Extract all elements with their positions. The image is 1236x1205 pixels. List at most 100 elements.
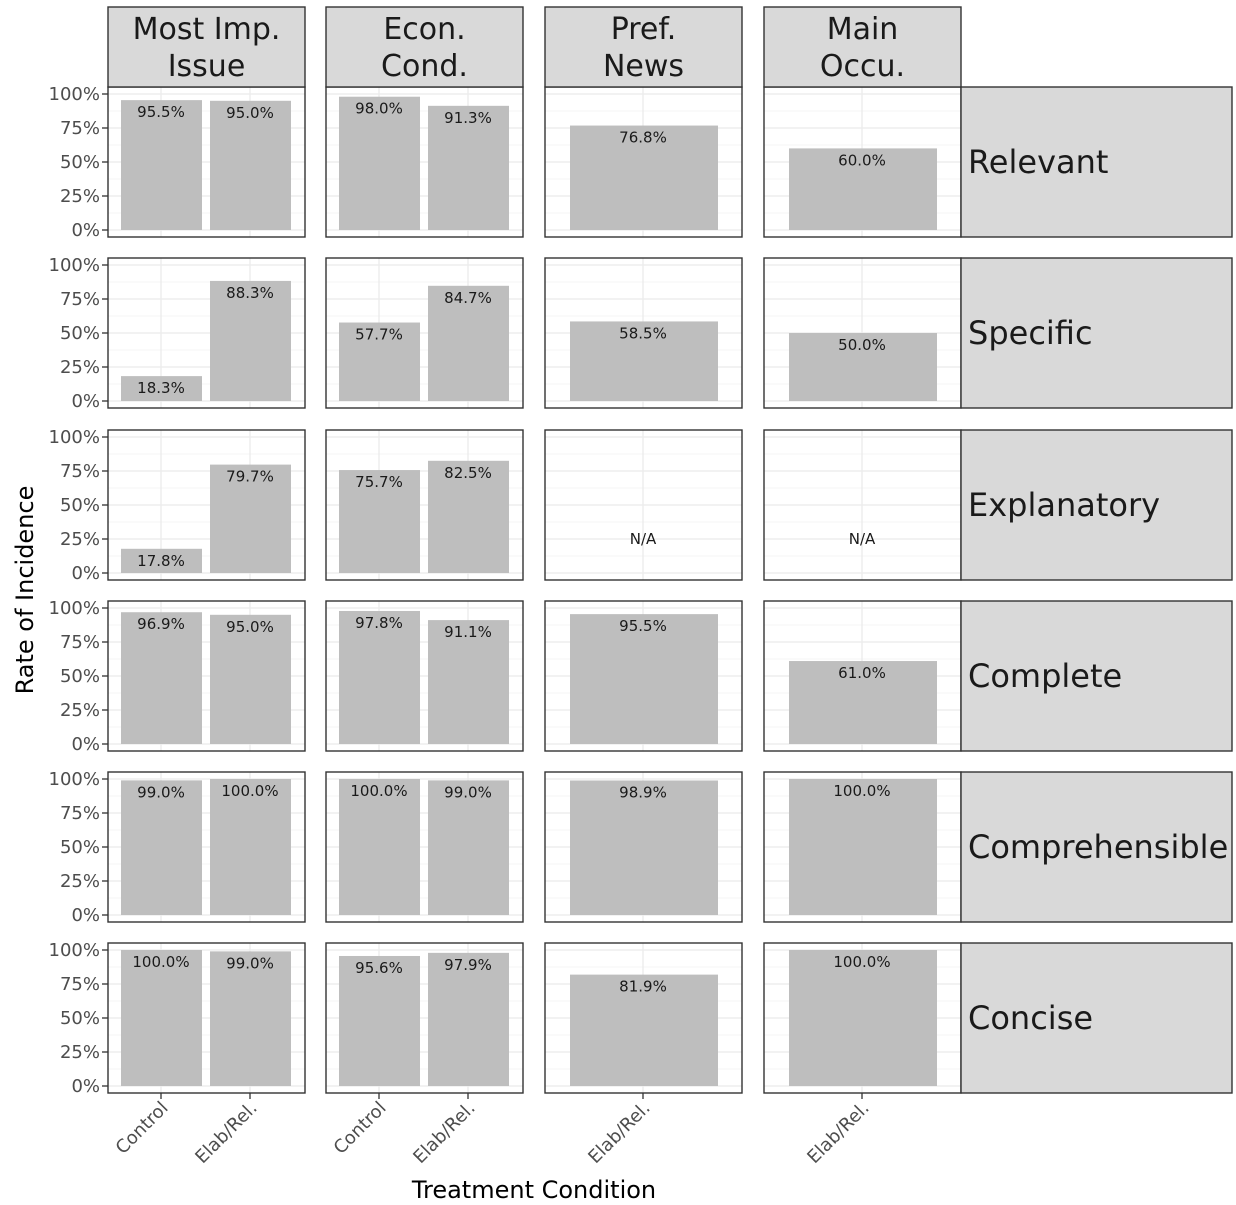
y-tick-label: 25% — [60, 871, 100, 892]
bar — [570, 321, 718, 401]
bar-value-label: 17.8% — [137, 552, 185, 570]
bar — [570, 614, 718, 744]
x-axis-title: Treatment Condition — [411, 1176, 656, 1204]
y-tick-label: 0% — [71, 391, 100, 412]
column-strip-label: Main Occu. — [820, 12, 905, 84]
column-strip — [325, 6, 524, 88]
x-tick-label: Control — [112, 1098, 173, 1159]
bar-value-label: 58.5% — [619, 324, 667, 342]
row-strip-label: Specific — [968, 314, 1093, 352]
bar — [339, 470, 420, 573]
y-tick-label: 25% — [60, 529, 100, 550]
y-tick-label: 25% — [60, 186, 100, 207]
y-tick-label: 0% — [71, 220, 100, 241]
strips-layer: Most Imp. Issue Econ. Cond. Pref. News Main Occ… — [107, 6, 1233, 1094]
bar-value-label: 82.5% — [444, 464, 492, 482]
bar — [121, 612, 202, 744]
y-tick-label: 100% — [49, 598, 100, 619]
bar-value-label: 75.7% — [355, 473, 403, 491]
bar-value-label: 50.0% — [838, 336, 886, 354]
panel-frames-layer — [107, 86, 962, 1094]
bar — [210, 614, 291, 744]
bar-value-label: 61.0% — [838, 664, 886, 682]
bar — [789, 661, 937, 744]
y-tick-label: 25% — [60, 357, 100, 378]
bar-value-label: 99.0% — [137, 783, 185, 801]
row-strip-label: Explanatory — [968, 486, 1160, 524]
column-strip — [544, 6, 743, 88]
bar — [428, 620, 509, 744]
bar — [789, 333, 937, 401]
row-strip — [960, 942, 1233, 1094]
y-tick-label: 50% — [60, 152, 100, 173]
row-strip — [960, 86, 1233, 238]
bar — [121, 780, 202, 915]
bar-value-label: 91.3% — [444, 109, 492, 127]
bar-value-label: 95.0% — [226, 104, 274, 122]
bar — [570, 780, 718, 915]
row-strip — [960, 771, 1233, 923]
x-tick-label: Elab/Rel. — [584, 1098, 654, 1168]
y-tick-label: 100% — [49, 84, 100, 105]
panel-border — [325, 257, 524, 409]
column-strip-label: Econ. Cond. — [381, 12, 468, 84]
bar — [210, 464, 291, 573]
bar-value-label: 98.0% — [355, 100, 403, 118]
y-tick-label: 0% — [71, 563, 100, 584]
row-strip-label: Complete — [968, 657, 1122, 695]
panel-border — [325, 600, 524, 752]
bar-value-label: 81.9% — [619, 978, 667, 996]
y-tick-label: 50% — [60, 495, 100, 516]
x-tick-label: Elab/Rel. — [409, 1098, 479, 1168]
row-strip-label: Relevant — [968, 143, 1108, 181]
bar — [339, 610, 420, 744]
row-strip-label: Comprehensible — [968, 828, 1228, 866]
row-strip-label: Concise — [968, 999, 1093, 1037]
panel-border — [325, 771, 524, 923]
bar-value-label: 57.7% — [355, 326, 403, 344]
y-tick-label: 0% — [71, 905, 100, 926]
bar — [339, 322, 420, 401]
y-tick-label: 75% — [60, 289, 100, 310]
bar — [789, 950, 937, 1086]
bar — [339, 779, 420, 915]
row-strip — [960, 600, 1233, 752]
bar-value-label: 99.0% — [226, 954, 274, 972]
bar-value-label: 96.9% — [137, 615, 185, 633]
bar — [339, 955, 420, 1086]
bar — [210, 779, 291, 915]
y-tick-label: 50% — [60, 666, 100, 687]
panel-border — [325, 429, 524, 581]
bar-value-label: 95.6% — [355, 959, 403, 977]
column-strip — [107, 6, 306, 88]
bar-value-label: 84.7% — [444, 289, 492, 307]
bar-value-label: 100.0% — [221, 782, 278, 800]
bar-value-label: 88.3% — [226, 284, 274, 302]
panel-border — [544, 600, 743, 752]
column-strip-label: Pref. News — [603, 12, 684, 84]
bar-value-label: 95.0% — [226, 618, 274, 636]
bar-value-label: 95.5% — [619, 617, 667, 635]
column-strip-label: Most Imp. Issue — [133, 12, 281, 84]
bar — [428, 780, 509, 915]
bar-value-label: 91.1% — [444, 623, 492, 641]
y-tick-label: 50% — [60, 837, 100, 858]
panel-border — [544, 429, 743, 581]
y-tick-label: 25% — [60, 700, 100, 721]
bar-value-label: 97.8% — [355, 614, 403, 632]
bar-value-label: 95.5% — [137, 103, 185, 121]
bar — [121, 376, 202, 401]
y-tick-label: 75% — [60, 118, 100, 139]
panel-border — [325, 942, 524, 1094]
y-tick-label: 100% — [49, 255, 100, 276]
bar — [121, 100, 202, 231]
bar — [210, 951, 291, 1086]
bar — [121, 548, 202, 573]
panel-border — [544, 771, 743, 923]
x-tick-label: Elab/Rel. — [803, 1098, 873, 1168]
grid-layer — [108, 87, 961, 1093]
bar-value-label: 100.0% — [833, 782, 890, 800]
y-tick-label: 50% — [60, 1008, 100, 1029]
x-tick-label: Elab/Rel. — [191, 1098, 261, 1168]
